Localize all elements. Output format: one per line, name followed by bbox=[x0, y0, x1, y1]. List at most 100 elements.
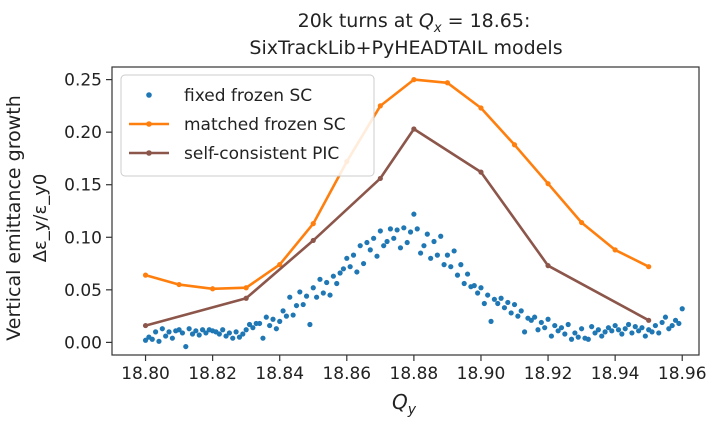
scatter-point bbox=[471, 283, 477, 289]
scatter-point bbox=[672, 317, 679, 323]
scatter-point bbox=[565, 321, 571, 328]
scatter-point bbox=[666, 326, 672, 332]
chart-title-line2: SixTrackLib+PyHEADTAIL models bbox=[249, 37, 562, 59]
scatter-point bbox=[632, 324, 638, 330]
scatter-point bbox=[283, 313, 290, 319]
chart-title-line1: 20k turns at Qx = 18.65: bbox=[298, 10, 531, 36]
scatter-point bbox=[629, 330, 635, 336]
scatter-point bbox=[273, 326, 279, 332]
scatter-point bbox=[310, 285, 316, 291]
scatter-point bbox=[367, 247, 373, 253]
scatter-point bbox=[431, 238, 437, 245]
x-tick-label: 18.90 bbox=[457, 364, 506, 384]
scatter-point bbox=[649, 329, 655, 335]
legend-label: matched frozen SC bbox=[184, 115, 346, 135]
scatter-point bbox=[595, 327, 601, 333]
scatter-point bbox=[377, 228, 383, 234]
scatter-point bbox=[411, 211, 417, 217]
scatter-point bbox=[290, 312, 296, 318]
scatter-point bbox=[163, 333, 169, 339]
scatter-point bbox=[364, 239, 370, 246]
y-tick-label: 0.20 bbox=[64, 123, 102, 143]
y-axis-label-line2: Δε_y/ε_y0 bbox=[30, 174, 51, 263]
scatter-point bbox=[659, 319, 665, 326]
scatter-point bbox=[662, 314, 669, 320]
scatter-point bbox=[256, 320, 263, 327]
data-series bbox=[142, 77, 685, 350]
scatter-point bbox=[270, 316, 276, 322]
scatter-point bbox=[528, 317, 534, 323]
scatter-point bbox=[243, 327, 249, 333]
scatter-point bbox=[605, 325, 612, 331]
scatter-point bbox=[619, 331, 625, 337]
line-marker bbox=[511, 142, 518, 148]
scatter-point bbox=[344, 255, 350, 261]
scatter-point bbox=[448, 264, 454, 270]
scatter-point bbox=[384, 238, 390, 245]
scatter-point bbox=[330, 273, 336, 279]
scatter-point bbox=[387, 226, 394, 232]
scatter-point bbox=[401, 225, 407, 231]
scatter-point bbox=[538, 319, 544, 326]
scatter-point bbox=[676, 320, 682, 327]
scatter-point bbox=[236, 334, 243, 340]
scatter-point bbox=[317, 276, 323, 282]
scatter-point bbox=[417, 250, 424, 256]
scatter-point bbox=[357, 243, 363, 249]
scatter-point bbox=[511, 301, 518, 308]
scatter-point bbox=[360, 260, 367, 267]
scatter-point bbox=[475, 290, 481, 296]
legend-label: fixed frozen SC bbox=[184, 86, 312, 106]
line-marker bbox=[612, 247, 618, 253]
line-marker bbox=[310, 221, 316, 227]
scatter-point bbox=[491, 296, 497, 302]
scatter-point bbox=[424, 231, 430, 237]
scatter-point bbox=[461, 280, 467, 287]
scatter-point bbox=[233, 329, 239, 335]
y-axis-label-2: Δε_y/ε_y0 bbox=[30, 174, 51, 263]
scatter-point bbox=[149, 336, 155, 342]
line-marker bbox=[142, 322, 149, 329]
plot-frame bbox=[111, 66, 700, 356]
title-math-q: Q bbox=[419, 10, 434, 32]
scatter-point bbox=[179, 330, 186, 336]
scatter-point bbox=[250, 325, 256, 331]
legend-box bbox=[120, 74, 375, 177]
scatter-point bbox=[196, 332, 202, 338]
scatter-point bbox=[381, 243, 387, 249]
scatter-point bbox=[327, 292, 333, 298]
scatter-point bbox=[267, 322, 273, 329]
scatter-point bbox=[599, 333, 605, 339]
scatter-point bbox=[240, 331, 246, 337]
line-marker bbox=[478, 105, 484, 111]
y-tick-label: 0.00 bbox=[64, 333, 102, 353]
scatter-point bbox=[438, 233, 444, 239]
scatter-point bbox=[562, 331, 568, 337]
scatter-point bbox=[324, 279, 330, 286]
line-marker bbox=[545, 263, 551, 269]
series-self-consistent-pic bbox=[142, 126, 652, 329]
scatter-point bbox=[495, 300, 501, 307]
scatter-point bbox=[434, 252, 440, 258]
scatter-point bbox=[397, 245, 404, 251]
scatter-point bbox=[622, 326, 628, 332]
scatter-point bbox=[669, 322, 675, 329]
scatter-point bbox=[545, 316, 551, 322]
line-marker bbox=[545, 181, 551, 187]
scatter-point bbox=[508, 310, 514, 316]
scatter-point bbox=[260, 335, 266, 341]
scatter-point bbox=[636, 328, 642, 334]
line-marker bbox=[142, 272, 149, 278]
scatter-point bbox=[501, 305, 508, 311]
line-marker bbox=[310, 237, 316, 244]
scatter-point bbox=[478, 285, 484, 291]
scatter-point bbox=[153, 329, 159, 335]
scatter-point bbox=[568, 336, 575, 342]
scatter-point bbox=[199, 327, 206, 333]
series-fixed-frozen-sc bbox=[142, 211, 685, 350]
scatter-point bbox=[615, 327, 622, 333]
y-axis-label-line1: Vertical emittance growth bbox=[3, 95, 25, 341]
line-marker bbox=[377, 175, 383, 182]
series-matched-frozen-sc bbox=[142, 77, 652, 292]
